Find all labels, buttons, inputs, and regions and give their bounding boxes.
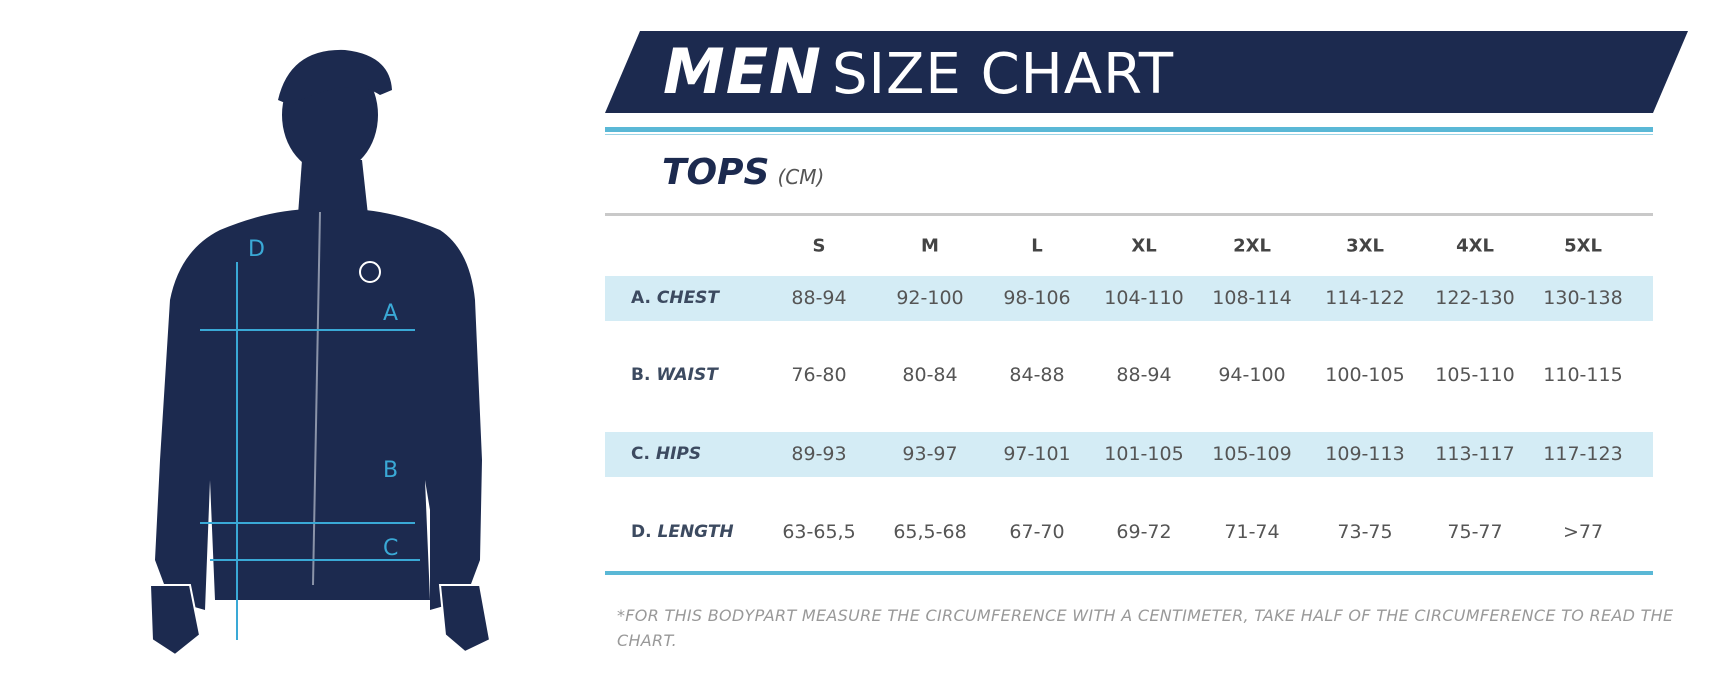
table-cell: 100-105	[1325, 364, 1405, 386]
table-cell: 94-100	[1218, 364, 1286, 386]
row-label: B. WAIST	[631, 365, 718, 385]
table-cell: 88-94	[791, 287, 847, 309]
size-header: 5XL	[1564, 235, 1602, 257]
row-label: C. HIPS	[631, 444, 702, 464]
table-cell: 93-97	[902, 443, 958, 465]
size-header: 4XL	[1456, 235, 1494, 257]
table-cell: 76-80	[791, 364, 847, 386]
row-band-chest	[605, 276, 1653, 321]
label-b: B	[383, 458, 398, 483]
label-a: A	[383, 301, 398, 326]
table-cell: 63-65,5	[782, 521, 856, 543]
table-cell: 117-123	[1543, 443, 1623, 465]
table-cell: 105-109	[1212, 443, 1292, 465]
table-cell: 105-110	[1435, 364, 1515, 386]
table-cell: 84-88	[1009, 364, 1065, 386]
label-c: C	[383, 536, 398, 561]
table-cell: 104-110	[1104, 287, 1184, 309]
table-cell: 110-115	[1543, 364, 1623, 386]
section-title: TOPS (CM)	[662, 152, 825, 193]
table-cell: 73-75	[1337, 521, 1393, 543]
table-cell: 130-138	[1543, 287, 1623, 309]
table-cell: >77	[1562, 521, 1604, 543]
table-cell: 75-77	[1447, 521, 1503, 543]
footnote: *FOR THIS BODYPART MEASURE THE CIRCUMFER…	[617, 606, 1674, 650]
title-banner: MEN SIZE CHART	[605, 31, 1688, 113]
size-header: S	[812, 235, 826, 257]
model-figure: D A B C	[130, 40, 510, 670]
table-cell: 97-101	[1003, 443, 1071, 465]
row-label: D. LENGTH	[631, 522, 734, 542]
table-cell: 65,5-68	[893, 521, 967, 543]
table-cell: 101-105	[1104, 443, 1184, 465]
table-cell: 67-70	[1009, 521, 1065, 543]
table-cell: 71-74	[1224, 521, 1280, 543]
table-cell: 88-94	[1116, 364, 1172, 386]
table-cell: 98-106	[1003, 287, 1071, 309]
table-cell: 122-130	[1435, 287, 1515, 309]
row-band-hips	[605, 432, 1653, 477]
size-header: 2XL	[1233, 235, 1271, 257]
table-cell: 114-122	[1325, 287, 1405, 309]
table-cell: 109-113	[1325, 443, 1405, 465]
table-cell: 80-84	[902, 364, 958, 386]
size-header: XL	[1131, 235, 1157, 257]
size-header: 3XL	[1346, 235, 1384, 257]
divider-top	[605, 127, 1653, 132]
table-cell: 69-72	[1116, 521, 1172, 543]
size-header: M	[921, 235, 939, 257]
divider-bottom	[605, 571, 1653, 575]
row-label: A. CHEST	[631, 288, 720, 308]
divider-top-thin	[605, 134, 1653, 135]
table-cell: 89-93	[791, 443, 847, 465]
table-cell: 92-100	[896, 287, 964, 309]
table-cell: 113-117	[1435, 443, 1515, 465]
label-d: D	[248, 237, 265, 262]
divider-gray	[605, 213, 1653, 216]
table-cell: 108-114	[1212, 287, 1292, 309]
page-title: MEN SIZE CHART	[663, 35, 1175, 108]
size-header: L	[1031, 235, 1043, 257]
